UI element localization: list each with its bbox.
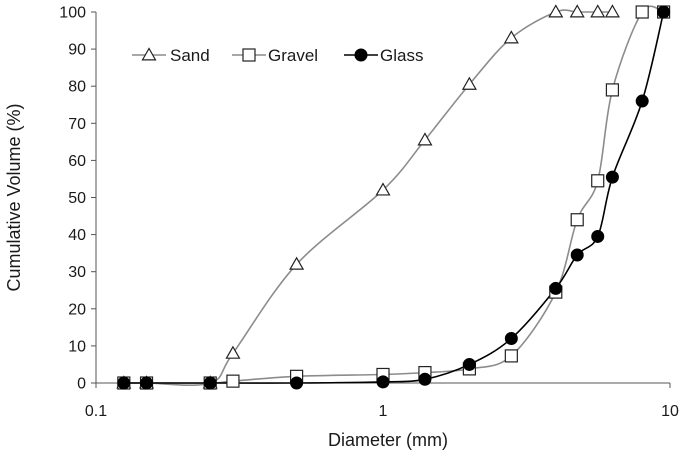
data-point-glass [635,94,649,108]
y-tick-label: 40 [68,227,86,244]
data-point-glass [605,170,619,184]
data-point-sand [569,4,585,18]
data-point-glass [418,372,432,386]
data-point-sand [375,182,391,196]
data-point-sand [417,132,433,146]
data-point-gravel [226,374,240,388]
data-point-sand [461,76,477,90]
ticks: 0 10 20 30 40 50 60 70 80 90 100 0.1 1 10 [59,5,679,421]
series-layer [116,4,671,390]
legend-label: Sand [170,46,210,65]
data-point-sand [225,345,241,359]
y-tick-label: 20 [68,301,86,318]
legend-marker [141,47,157,61]
y-tick-label: 60 [68,153,86,170]
data-point-glass [290,376,304,390]
data-point-glass [657,5,671,19]
legend-label: Glass [380,46,423,65]
legend-marker [354,48,368,62]
data-point-sand [604,4,620,18]
y-tick-label: 50 [68,190,86,207]
legend-item-gravel: Gravel [232,46,318,65]
data-point-sand [548,4,564,18]
series-sand [123,9,613,386]
data-point-glass [462,357,476,371]
y-tick-label: 70 [68,116,86,133]
data-point-glass [549,281,563,295]
x-tick-label: 10 [661,403,679,420]
y-axis-title: Cumulative Volume (%) [4,103,24,291]
data-point-glass [570,248,584,262]
series-glass [123,11,665,384]
data-point-sand [590,4,606,18]
data-point-gravel [504,349,518,363]
markers-glass [117,5,671,390]
data-point-sand [289,256,305,270]
legend-marker [242,48,256,62]
data-point-gravel [591,174,605,188]
y-tick-label: 30 [68,264,86,281]
data-point-sand [503,30,519,44]
legend-item-sand: Sand [132,46,210,65]
data-point-gravel [605,83,620,97]
series-line-sand [123,9,613,386]
x-axis-title: Diameter (mm) [328,430,448,450]
data-point-gravel [635,5,649,19]
data-point-glass [117,376,131,390]
y-tick-label: 100 [59,5,86,22]
x-tick-label: 1 [379,403,388,420]
y-tick-label: 0 [77,376,86,393]
legend: Sand Gravel Glass [132,46,423,65]
axes [95,12,670,384]
data-point-glass [504,331,518,345]
series-line-glass [123,11,665,384]
y-tick-label: 80 [68,79,86,96]
legend-item-glass: Glass [344,46,423,65]
data-point-glass [376,375,390,389]
data-point-gravel [570,213,584,227]
data-point-glass [140,376,154,390]
data-point-glass [203,376,217,390]
data-point-glass [591,229,605,243]
y-tick-label: 10 [68,338,86,355]
y-tick-label: 90 [68,42,86,59]
legend-label: Gravel [268,46,318,65]
x-tick-label: 0.1 [85,403,107,420]
